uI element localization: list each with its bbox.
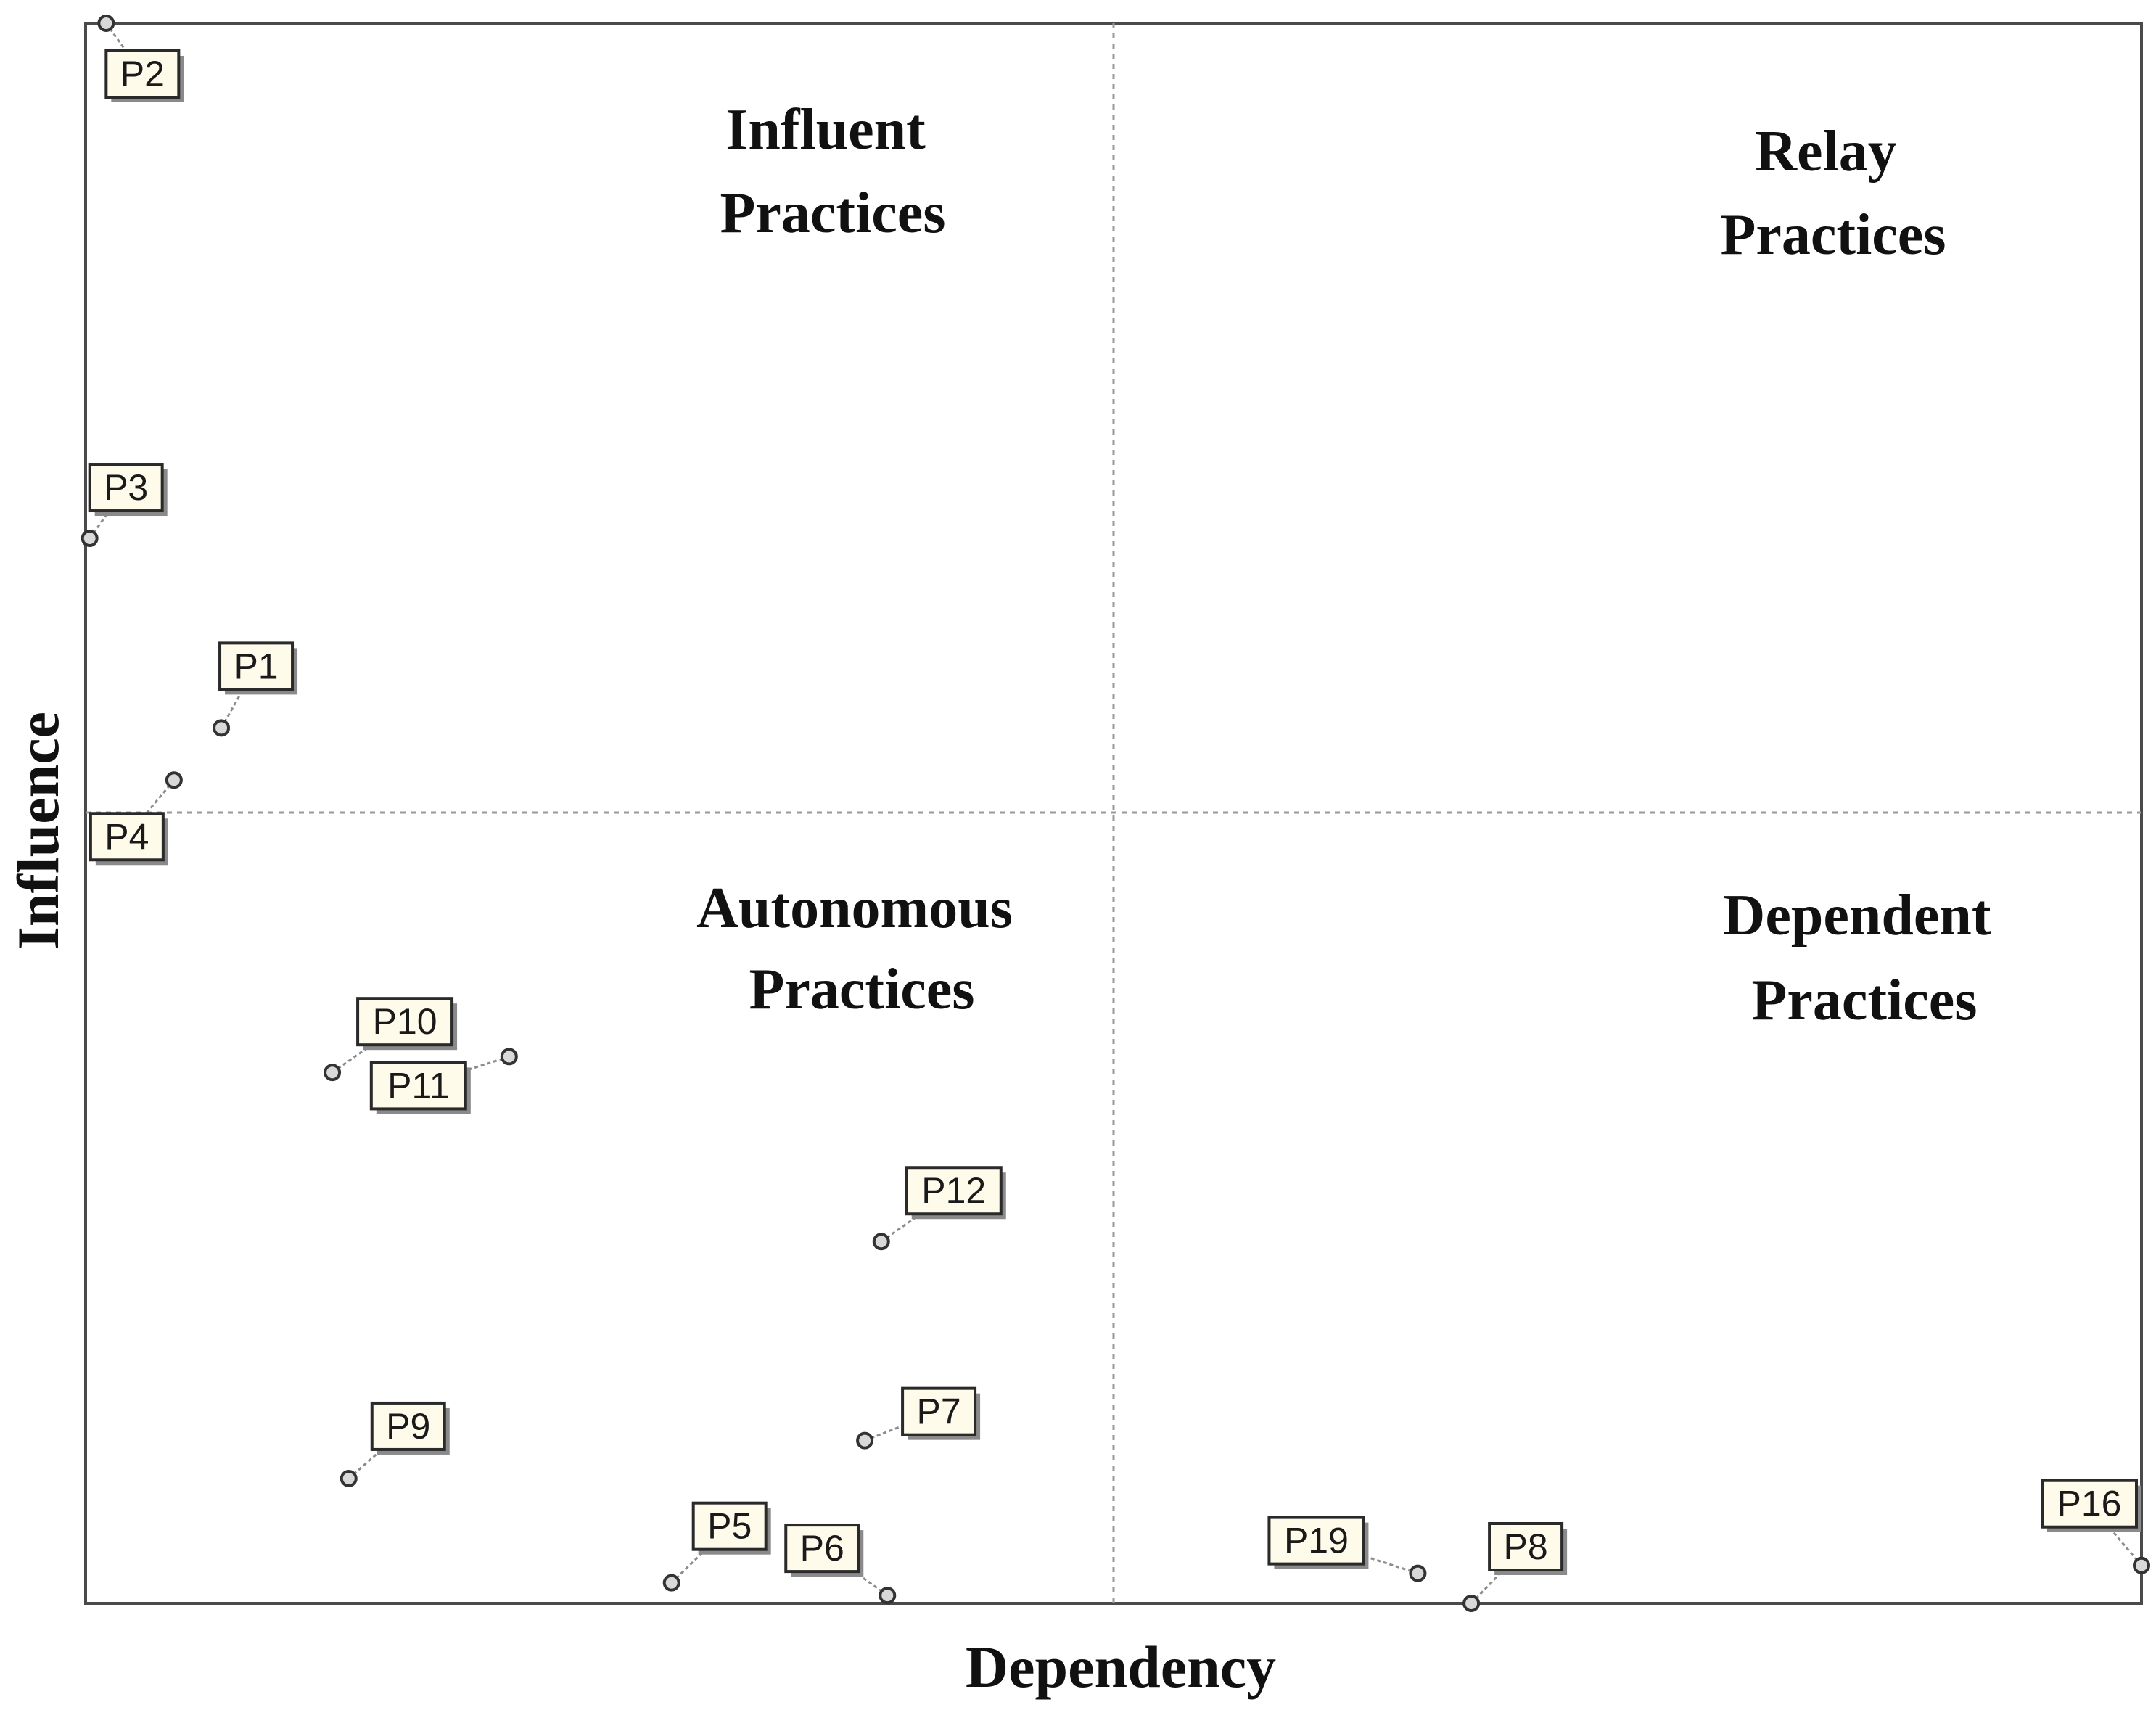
point-label: P4 bbox=[104, 816, 149, 857]
point-marker bbox=[856, 1431, 874, 1450]
quadrant-line: Practices bbox=[1752, 969, 1978, 1032]
point-label-box bbox=[784, 1524, 860, 1574]
point-marker bbox=[1462, 1595, 1481, 1612]
data-point-p5: P5 bbox=[662, 1501, 771, 1592]
quadrant-line: Autonomous bbox=[696, 876, 1013, 940]
quadrant-label-influent: Influent Practices bbox=[720, 98, 946, 245]
quadrant-label-dependent: Dependent Practices bbox=[1724, 884, 2006, 1032]
data-point-p7: P7 bbox=[856, 1386, 981, 1450]
point-label-box bbox=[1267, 1516, 1365, 1566]
point-label: P8 bbox=[1504, 1526, 1548, 1567]
point-label-box bbox=[370, 1401, 446, 1451]
quadrant-line: Relay bbox=[1755, 120, 1897, 184]
y-axis-label: Influence bbox=[5, 712, 71, 950]
point-marker bbox=[81, 530, 99, 548]
point-label: P11 bbox=[387, 1065, 449, 1106]
point-label: P10 bbox=[373, 1001, 437, 1042]
point-marker bbox=[324, 1064, 342, 1082]
data-point-p16: P16 bbox=[2041, 1479, 2150, 1574]
data-point-p19: P19 bbox=[1267, 1516, 1427, 1582]
point-label: P12 bbox=[921, 1170, 986, 1211]
point-marker bbox=[500, 1048, 518, 1066]
point-label: P19 bbox=[1284, 1521, 1349, 1561]
x-axis-label: Dependency bbox=[966, 1634, 1276, 1700]
point-marker bbox=[165, 771, 183, 789]
point-label-box bbox=[1488, 1522, 1564, 1571]
quadrant-label-autonomous: Autonomous Practices bbox=[696, 876, 1027, 1022]
point-label-box bbox=[104, 49, 181, 99]
data-point-p6: P6 bbox=[784, 1524, 897, 1605]
point-label: P7 bbox=[917, 1392, 961, 1432]
point-marker bbox=[97, 15, 115, 32]
data-point-p12: P12 bbox=[872, 1166, 1006, 1251]
point-label-box bbox=[88, 463, 164, 513]
point-marker bbox=[2133, 1556, 2150, 1574]
data-point-p8: P8 bbox=[1462, 1522, 1568, 1612]
quadrant-line: Practices bbox=[749, 958, 975, 1022]
point-marker bbox=[340, 1469, 358, 1487]
point-marker bbox=[213, 719, 231, 737]
point-label: P5 bbox=[707, 1506, 752, 1547]
point-label-box bbox=[691, 1501, 768, 1551]
data-points: P2 P3 P1 P4 P10 P11 P12 P9 P7 P5 P6 P19 P8 P16 bbox=[81, 15, 2150, 1612]
point-label: P3 bbox=[104, 467, 148, 508]
point-label-box bbox=[905, 1166, 1003, 1216]
point-label-box bbox=[369, 1061, 467, 1111]
point-marker bbox=[879, 1587, 897, 1605]
data-point-p11: P11 bbox=[369, 1048, 518, 1114]
quadrant-line: Practices bbox=[1721, 203, 1946, 267]
point-label: P2 bbox=[120, 54, 165, 94]
data-point-p3: P3 bbox=[81, 463, 168, 548]
point-label: P1 bbox=[234, 646, 278, 686]
data-point-p4: P4 bbox=[89, 771, 183, 866]
data-point-p2: P2 bbox=[97, 15, 184, 102]
data-point-p1: P1 bbox=[213, 641, 298, 737]
point-marker bbox=[872, 1233, 890, 1251]
point-label-box bbox=[901, 1386, 977, 1436]
point-marker bbox=[662, 1574, 680, 1592]
point-label-box bbox=[218, 641, 295, 691]
point-label: P6 bbox=[800, 1528, 844, 1569]
quadrant-line: Dependent bbox=[1724, 884, 1991, 948]
data-point-p10: P10 bbox=[324, 997, 458, 1082]
point-label: P9 bbox=[386, 1406, 430, 1447]
data-point-p9: P9 bbox=[340, 1401, 450, 1487]
point-marker bbox=[1409, 1564, 1427, 1582]
point-label: P16 bbox=[2057, 1484, 2122, 1524]
point-label-box bbox=[2041, 1479, 2138, 1529]
quadrant-label-relay: Relay Practices bbox=[1721, 120, 1946, 267]
quadrant-line: Practices bbox=[720, 181, 946, 245]
point-label-box bbox=[356, 997, 454, 1047]
quadrant-line: Influent bbox=[725, 98, 926, 162]
point-label-box bbox=[89, 812, 165, 862]
